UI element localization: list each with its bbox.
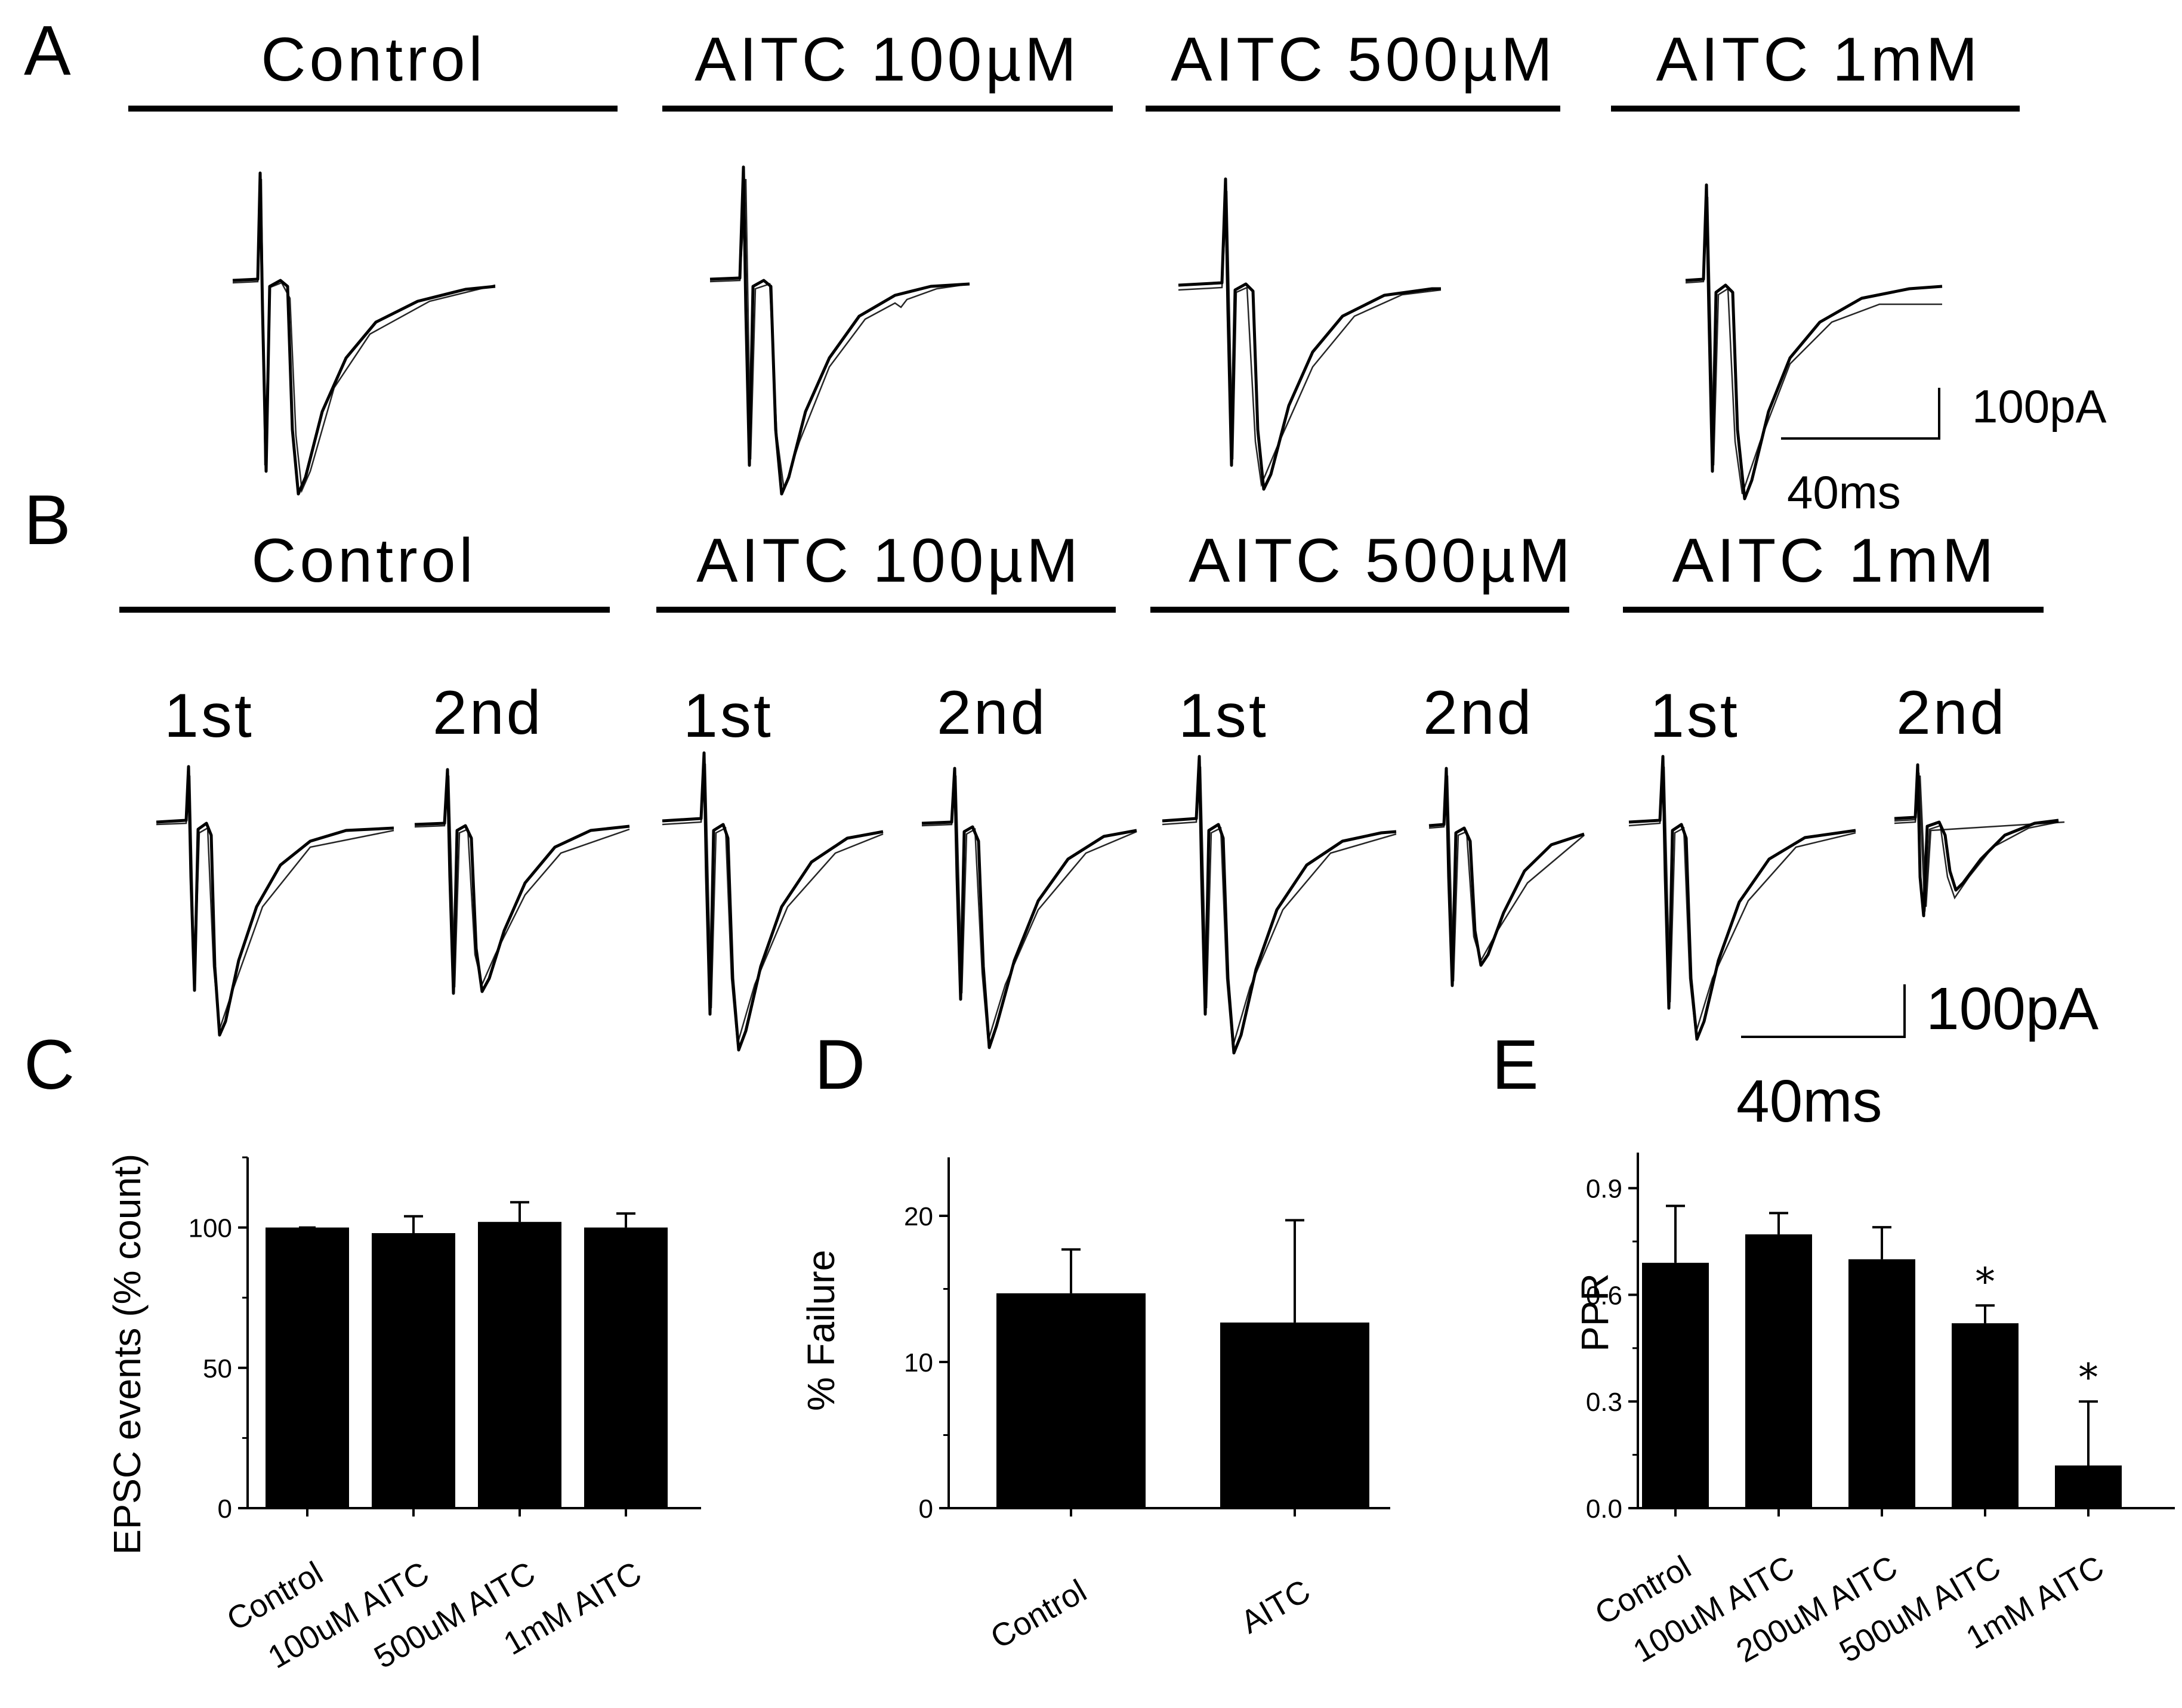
e-y-tick-label: 0.0 [1586,1494,1622,1524]
e-significance-marker: * [2079,1356,2098,1400]
b-trace-control-2nd [414,768,630,995]
b-header-aitc-1mm: AITC 1mM [1672,526,1998,595]
e-bar [1745,1234,1812,1508]
c-y-tick-label: 100 [189,1214,232,1243]
e-y-tick-label: 0.3 [1586,1388,1622,1417]
b-trace-control-1st [156,765,394,1037]
panel-label-c: C [24,1026,75,1104]
b-trace-aitc-500-2nd [1428,767,1585,987]
e-bar [1848,1259,1915,1508]
b-trace-aitc-100-1st [662,751,884,1052]
b-trace-aitc-1mm-2nd [1894,763,2065,918]
b-aitc-1mm-1st-label: 1st [1650,681,1740,750]
b-control-2nd-label: 2nd [433,678,544,748]
panel-label-d: D [814,1026,865,1104]
a-header-aitc-1mm: AITC 1mM [1656,25,1982,94]
c-bar [372,1233,455,1508]
b-header-aitc-100: AITC 100µM [696,526,1082,595]
a-trace-aitc-1mm [1685,183,1943,501]
a-scale-time-label: 40ms [1787,466,1901,518]
panel-label-b: B [24,481,71,560]
e-y-axis-label: PPR [1573,1273,1616,1352]
d-bar [996,1293,1146,1508]
b-header-aitc-500: AITC 500µM [1189,526,1574,595]
b-trace-aitc-1mm-1st [1628,755,1856,1041]
e-bar [1952,1323,2019,1508]
d-y-tick-label: 20 [904,1202,933,1231]
d-y-tick-label: 10 [904,1348,933,1377]
b-scale-current-label: 100pA [1926,975,2098,1042]
panel-label-a: A [24,11,71,90]
b-aitc-1mm-2nd-label: 2nd [1896,678,2007,748]
d-bar [1220,1322,1369,1508]
c-y-axis-label: EPSC events (% count) [106,1154,149,1555]
a-scale-current-label: 100pA [1972,380,2107,433]
e-bar [1642,1262,1709,1508]
b-aitc-500-2nd-label: 2nd [1423,678,1534,748]
b-control-1st-label: 1st [164,681,254,750]
d-y-axis-label: % Failure [800,1250,842,1411]
c-y-tick-label: 0 [218,1494,232,1524]
c-bar [266,1227,349,1508]
e-bar [2055,1465,2122,1508]
c-bar [584,1227,668,1508]
d-y-tick-label: 0 [919,1494,933,1524]
d-category-label: Control [984,1573,1092,1656]
b-scale-time-label: 40ms [1736,1068,1882,1135]
e-significance-marker: * [1976,1260,1995,1304]
a-header-aitc-100: AITC 100µM [695,25,1080,94]
a-header-control: Control [261,25,486,94]
e-y-tick-label: 0.9 [1586,1175,1622,1204]
b-trace-aitc-100-2nd [921,767,1137,1049]
a-header-aitc-500: AITC 500µM [1171,25,1556,94]
b-trace-aitc-500-1st [1162,755,1397,1055]
b-aitc-100-2nd-label: 2nd [937,678,1048,748]
a-trace-aitc-500 [1178,177,1442,491]
c-bar [478,1222,561,1508]
e-y-tick-label: 0.6 [1586,1281,1622,1310]
d-category-label: AITC [1234,1573,1316,1640]
a-trace-control [232,171,496,496]
b-scale-bar: 100pA 40ms [1736,975,2098,1135]
c-y-tick-label: 50 [203,1354,232,1383]
panel-label-e: E [1492,1026,1539,1104]
b-aitc-500-1st-label: 1st [1178,681,1269,750]
b-aitc-100-1st-label: 1st [683,681,773,750]
a-scale-bar: 100pA 40ms [1781,380,2107,518]
b-header-control: Control [251,526,476,595]
a-trace-aitc-100 [709,165,970,496]
chart-percent-failure: 0 10 20 % Failure Control AITC [800,1157,1390,1656]
